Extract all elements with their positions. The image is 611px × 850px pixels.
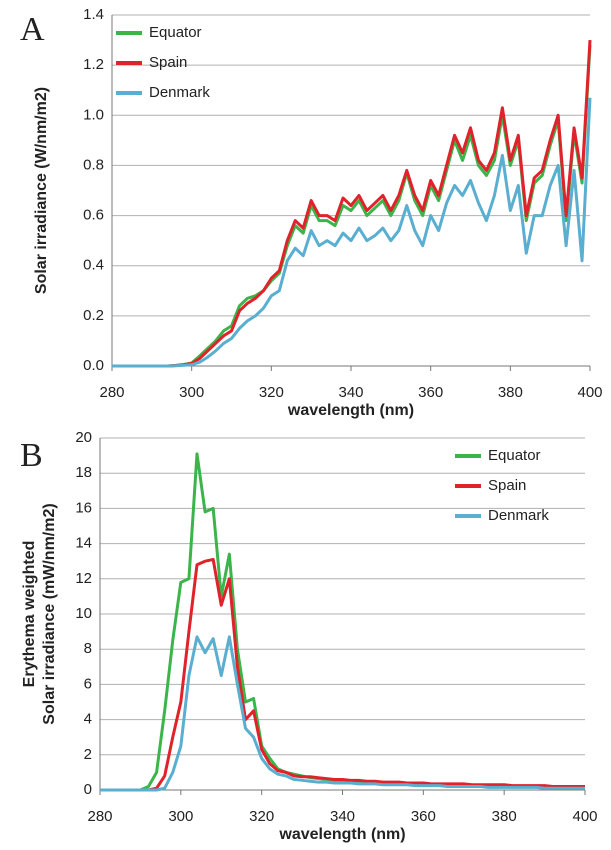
y-tick-label: 8 xyxy=(84,640,92,657)
y-tick-label: 2 xyxy=(84,746,92,763)
y-tick-label: 16 xyxy=(75,499,92,516)
y-tick-label: 0.4 xyxy=(83,257,104,274)
y-tick-label: 1.2 xyxy=(83,56,104,73)
legend-label: Spain xyxy=(488,477,526,494)
x-tick-label: 280 xyxy=(87,808,112,825)
x-tick-label: 380 xyxy=(498,384,523,401)
y-axis-label: Erythema weighted xyxy=(21,541,38,688)
y-tick-label: 10 xyxy=(75,605,92,622)
y-tick-label: 0 xyxy=(84,781,92,798)
y-tick-label: 1.4 xyxy=(83,6,104,23)
x-tick-label: 280 xyxy=(99,384,124,401)
legend-label: Denmark xyxy=(488,507,549,524)
x-tick-label: 320 xyxy=(249,808,274,825)
x-axis-label: wavelength (nm) xyxy=(278,826,405,843)
x-tick-label: 300 xyxy=(179,384,204,401)
series-line xyxy=(100,635,585,792)
x-tick-label: 360 xyxy=(418,384,443,401)
y-tick-label: 12 xyxy=(75,570,92,587)
y-tick-label: 1.0 xyxy=(83,106,104,123)
x-tick-label: 300 xyxy=(168,808,193,825)
y-tick-label: 18 xyxy=(75,464,92,481)
x-axis-label: wavelength (nm) xyxy=(287,402,414,419)
x-tick-label: 400 xyxy=(572,808,597,825)
y-axis-label: Solar irradiance (mW/nm/m2) xyxy=(41,503,58,724)
legend-label: Equator xyxy=(149,24,202,41)
legend-label: Equator xyxy=(488,447,541,464)
y-tick-label: 0.8 xyxy=(83,156,104,173)
y-tick-label: 0.0 xyxy=(83,357,104,374)
y-tick-label: 0.6 xyxy=(83,207,104,224)
x-tick-label: 340 xyxy=(338,384,363,401)
x-tick-label: 360 xyxy=(411,808,436,825)
y-axis-label: Solar irradiance (W/nm/m2) xyxy=(33,87,50,294)
x-tick-label: 340 xyxy=(330,808,355,825)
y-tick-label: 6 xyxy=(84,675,92,692)
x-tick-label: 320 xyxy=(259,384,284,401)
x-tick-label: 400 xyxy=(577,384,602,401)
series-line xyxy=(100,557,585,792)
y-tick-label: 20 xyxy=(75,429,92,446)
y-tick-label: 0.2 xyxy=(83,307,104,324)
x-tick-label: 380 xyxy=(492,808,517,825)
panel-label: B xyxy=(20,437,43,474)
y-tick-label: 4 xyxy=(84,711,92,728)
legend-label: Denmark xyxy=(149,84,210,101)
legend-label: Spain xyxy=(149,54,187,71)
y-tick-label: 14 xyxy=(75,535,92,552)
panel-label: A xyxy=(20,11,45,48)
series-line xyxy=(112,97,592,368)
